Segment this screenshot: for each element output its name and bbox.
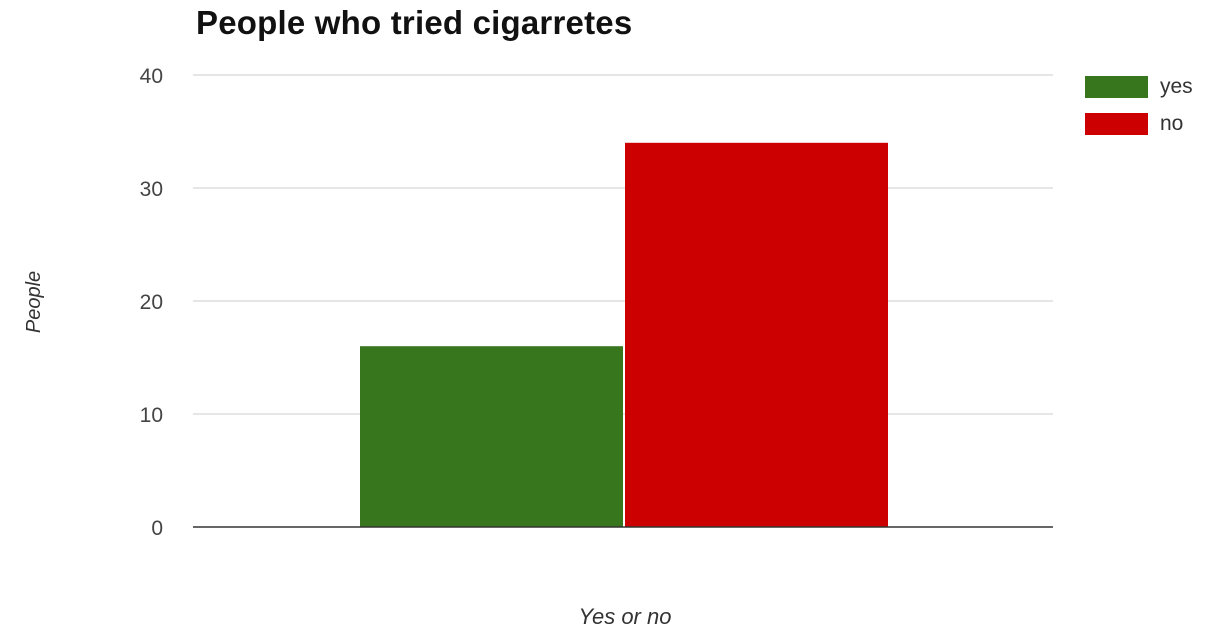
legend-swatch-yes xyxy=(1085,76,1148,98)
y-tick-label-10: 10 xyxy=(140,404,163,427)
legend-swatch-no xyxy=(1085,113,1148,135)
y-tick-label-0: 0 xyxy=(151,517,163,540)
legend: yes no xyxy=(1085,75,1193,135)
gridlines xyxy=(193,74,1053,415)
bar-no xyxy=(625,142,888,528)
x-axis-label: Yes or no xyxy=(579,604,672,629)
legend-label-no: no xyxy=(1160,112,1183,135)
y-axis-label: People xyxy=(23,271,45,333)
bars xyxy=(360,142,888,528)
chart-title: People who tried cigarretes xyxy=(196,4,633,41)
axes: 0 10 20 30 40 xyxy=(140,65,1053,540)
y-tick-label-30: 30 xyxy=(140,178,163,201)
legend-label-yes: yes xyxy=(1160,75,1193,98)
bar-yes xyxy=(360,346,623,527)
y-tick-label-40: 40 xyxy=(140,65,163,88)
y-tick-label-20: 20 xyxy=(140,291,163,314)
